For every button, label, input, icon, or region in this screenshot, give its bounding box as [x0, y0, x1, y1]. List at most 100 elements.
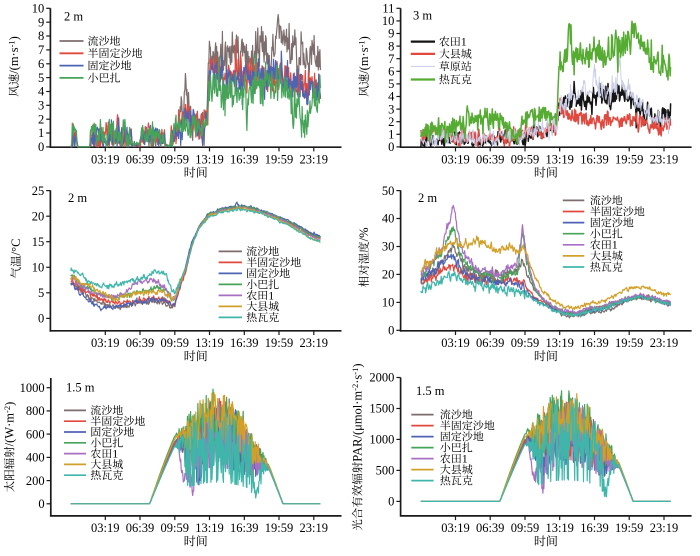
svg-text:10: 10 [382, 14, 395, 28]
svg-text:23:19: 23:19 [300, 521, 328, 535]
svg-text:13:19: 13:19 [545, 521, 573, 535]
svg-text:06:39: 06:39 [126, 521, 154, 535]
svg-text:1: 1 [38, 126, 44, 140]
svg-text:13:19: 13:19 [545, 336, 573, 350]
svg-text:0: 0 [38, 140, 44, 154]
svg-text:23:19: 23:19 [650, 521, 678, 535]
svg-text:500: 500 [376, 464, 395, 478]
svg-text:800: 800 [26, 404, 45, 418]
svg-text:13:19: 13:19 [195, 153, 223, 167]
svg-text:19:59: 19:59 [265, 336, 293, 350]
svg-text:19:59: 19:59 [265, 521, 293, 535]
svg-text:06:39: 06:39 [476, 521, 504, 535]
svg-text:13:19: 13:19 [195, 521, 223, 535]
svg-text:1.5 m: 1.5 m [66, 381, 95, 395]
svg-text:10: 10 [382, 296, 395, 310]
svg-text:06:39: 06:39 [126, 336, 154, 350]
svg-text:3 m: 3 m [413, 9, 432, 23]
svg-text:20: 20 [382, 268, 395, 282]
svg-text:2 m: 2 m [68, 191, 87, 205]
svg-text:2: 2 [388, 115, 394, 129]
svg-text:400: 400 [26, 451, 45, 465]
svg-text:15: 15 [32, 235, 45, 249]
svg-text:06:39: 06:39 [476, 153, 504, 167]
svg-text:23:19: 23:19 [650, 336, 678, 350]
svg-text:9: 9 [388, 27, 394, 41]
svg-text:4: 4 [38, 85, 45, 99]
svg-text:13:19: 13:19 [195, 336, 223, 350]
svg-text:2: 2 [38, 112, 44, 126]
svg-text:09:59: 09:59 [511, 336, 539, 350]
svg-text:1000: 1000 [369, 433, 394, 447]
svg-text:8: 8 [388, 39, 394, 53]
svg-text:1: 1 [462, 452, 468, 466]
svg-text:/°C: /°C [9, 239, 23, 256]
svg-text:16:39: 16:39 [580, 336, 608, 350]
svg-text:600: 600 [26, 427, 45, 441]
svg-text:09:59: 09:59 [511, 521, 539, 535]
svg-text:5: 5 [388, 77, 394, 91]
svg-text:03:19: 03:19 [441, 336, 469, 350]
svg-text:0: 0 [388, 495, 394, 509]
svg-text:25: 25 [32, 184, 45, 198]
svg-text:19:59: 19:59 [615, 153, 643, 167]
svg-text:16:39: 16:39 [230, 153, 258, 167]
svg-text:8: 8 [38, 29, 44, 43]
svg-text:0: 0 [388, 324, 394, 338]
svg-text:1.5 m: 1.5 m [416, 384, 445, 398]
svg-text:0: 0 [38, 312, 44, 326]
svg-text:03:19: 03:19 [91, 153, 119, 167]
svg-text:2000: 2000 [369, 371, 394, 385]
svg-text:23:19: 23:19 [300, 153, 328, 167]
svg-text:13:19: 13:19 [545, 153, 573, 167]
svg-text:3: 3 [388, 102, 394, 116]
svg-text:03:19: 03:19 [91, 336, 119, 350]
svg-text:09:59: 09:59 [511, 153, 539, 167]
svg-text:/(m·s-1): /(m·s-1) [356, 36, 371, 74]
svg-text:23:19: 23:19 [300, 336, 328, 350]
svg-text:06:39: 06:39 [126, 153, 154, 167]
svg-text:09:59: 09:59 [161, 521, 189, 535]
svg-text:7: 7 [38, 43, 44, 57]
svg-text:7: 7 [388, 52, 394, 66]
svg-text:/(W·m-2): /(W·m-2) [2, 402, 17, 447]
svg-text:10: 10 [32, 2, 45, 16]
svg-text:10: 10 [32, 261, 45, 275]
svg-text:0: 0 [38, 497, 44, 511]
svg-text:0: 0 [388, 140, 394, 154]
svg-text:06:39: 06:39 [476, 336, 504, 350]
svg-text:1500: 1500 [369, 402, 394, 416]
svg-text:1: 1 [461, 35, 467, 49]
svg-text:4: 4 [388, 90, 395, 104]
svg-text:1: 1 [112, 447, 118, 461]
svg-text:16:39: 16:39 [230, 336, 258, 350]
svg-text:09:59: 09:59 [161, 153, 189, 167]
svg-text:200: 200 [26, 474, 45, 488]
svg-text:19:59: 19:59 [615, 336, 643, 350]
svg-text:3: 3 [38, 99, 44, 113]
svg-text:6: 6 [388, 65, 394, 79]
svg-text:/%: /% [357, 228, 371, 242]
svg-text:PAR/(μmol·m-2·s-1): PAR/(μmol·m-2·s-1) [350, 363, 365, 461]
svg-text:09:59: 09:59 [161, 336, 189, 350]
svg-text:1: 1 [612, 238, 618, 252]
svg-text:5: 5 [38, 286, 44, 300]
svg-text:2 m: 2 m [64, 10, 83, 24]
svg-text:19:59: 19:59 [615, 521, 643, 535]
svg-text:20: 20 [32, 209, 45, 223]
svg-text:19:59: 19:59 [265, 153, 293, 167]
svg-text:50: 50 [382, 184, 395, 198]
svg-text:30: 30 [382, 240, 395, 254]
svg-text:6: 6 [38, 57, 44, 71]
svg-text:9: 9 [38, 15, 44, 29]
svg-text:1000: 1000 [20, 381, 45, 395]
svg-text:16:39: 16:39 [580, 153, 608, 167]
svg-text:03:19: 03:19 [441, 153, 469, 167]
svg-text:1: 1 [388, 128, 394, 142]
svg-text:2 m: 2 m [418, 191, 437, 205]
svg-text:23:19: 23:19 [650, 153, 678, 167]
svg-text:16:39: 16:39 [580, 521, 608, 535]
svg-text:11: 11 [382, 2, 394, 16]
svg-text:40: 40 [382, 212, 395, 226]
svg-text:16:39: 16:39 [230, 521, 258, 535]
